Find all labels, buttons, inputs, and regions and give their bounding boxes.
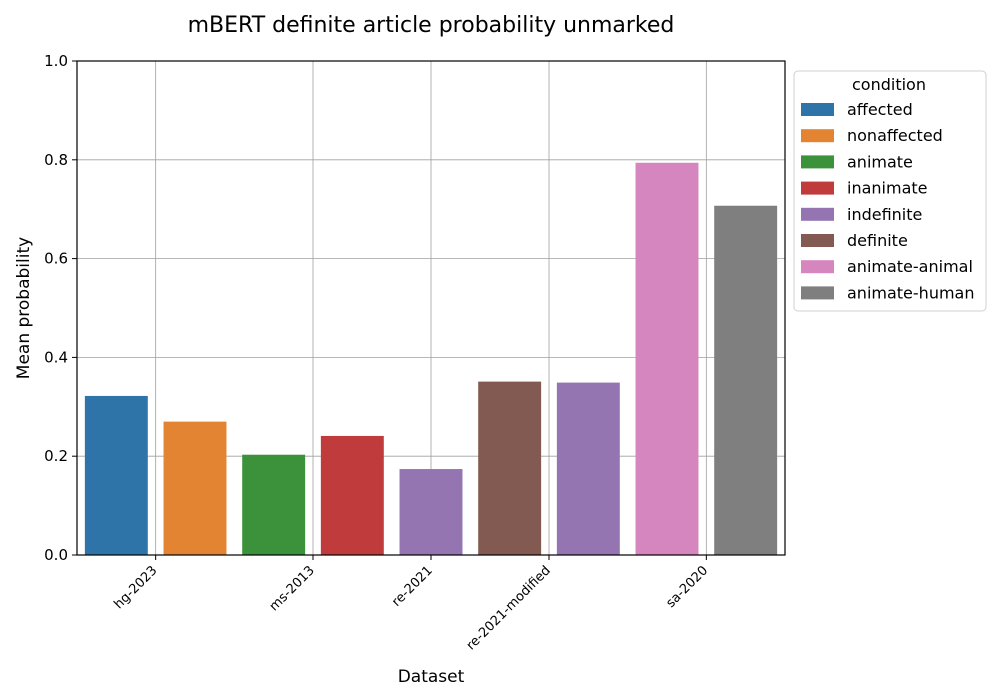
legend-swatch-animate-animal: [801, 260, 834, 274]
legend-label-indefinite: indefinite: [847, 205, 922, 224]
y-axis-ticks: 0.0 0.2 0.4 0.6 0.8 1.0: [44, 52, 77, 564]
bar-hg-2023-affected: [84, 395, 148, 555]
grid-lines: [77, 61, 785, 555]
x-axis-label: Dataset: [398, 667, 465, 687]
legend-label-affected: affected: [847, 100, 913, 119]
x-tick-label: sa-2020: [663, 563, 711, 611]
bar-ms-2013-animate: [242, 454, 306, 555]
legend-label-animate-human: animate-human: [847, 283, 974, 302]
y-axis-label: Mean probability: [14, 237, 34, 379]
legend-label-nonaffected: nonaffected: [847, 126, 943, 145]
bar-sa-2020-animate-animal: [635, 162, 699, 556]
legend-items: affected nonaffected animate inanimate indef…: [801, 100, 974, 302]
legend-swatch-animate: [801, 155, 834, 169]
y-tick-label: 0.2: [44, 447, 68, 465]
legend-frame: [793, 70, 987, 312]
bar-re-2021-indefinite: [399, 469, 463, 555]
x-tick-label: ms-2013: [267, 563, 318, 614]
bars: [84, 162, 778, 556]
legend-label-animate: animate: [847, 152, 913, 171]
bar-ms-2013-inanimate: [320, 435, 384, 555]
bar-hg-2023-nonaffected: [163, 421, 227, 555]
y-tick-label: 0.4: [44, 348, 68, 366]
legend-swatch-inanimate: [801, 181, 834, 195]
legend-swatch-animate-human: [801, 286, 834, 300]
bar-re-2021-modified-indefinite: [556, 382, 620, 555]
legend-swatch-definite: [801, 234, 834, 247]
legend-label-definite: definite: [847, 231, 908, 250]
x-tick-label: hg-2023: [112, 563, 161, 612]
legend-swatch-affected: [801, 103, 834, 116]
y-tick-label: 0.0: [44, 546, 68, 564]
legend-label-inanimate: inanimate: [847, 179, 927, 198]
bar-sa-2020-animate-human: [714, 205, 778, 555]
legend-title: condition: [852, 75, 926, 94]
x-tick-label: re-2021: [389, 563, 436, 610]
y-tick-label: 0.8: [44, 151, 68, 169]
bar-re-2021-modified-definite: [478, 381, 542, 555]
legend: condition affected nonaffected animate inan…: [793, 70, 987, 312]
x-axis-ticks: hg-2023 ms-2013 re-2021 re-2021-modified sa-…: [112, 555, 711, 653]
y-tick-label: 1.0: [44, 52, 68, 70]
legend-swatch-indefinite: [801, 207, 834, 221]
legend-swatch-nonaffected: [801, 129, 834, 143]
x-tick-label: re-2021-modified: [464, 563, 554, 653]
y-tick-label: 0.6: [44, 250, 68, 268]
chart-title: mBERT definite article probability unmar…: [188, 13, 675, 38]
legend-label-animate-animal: animate-animal: [847, 257, 973, 276]
